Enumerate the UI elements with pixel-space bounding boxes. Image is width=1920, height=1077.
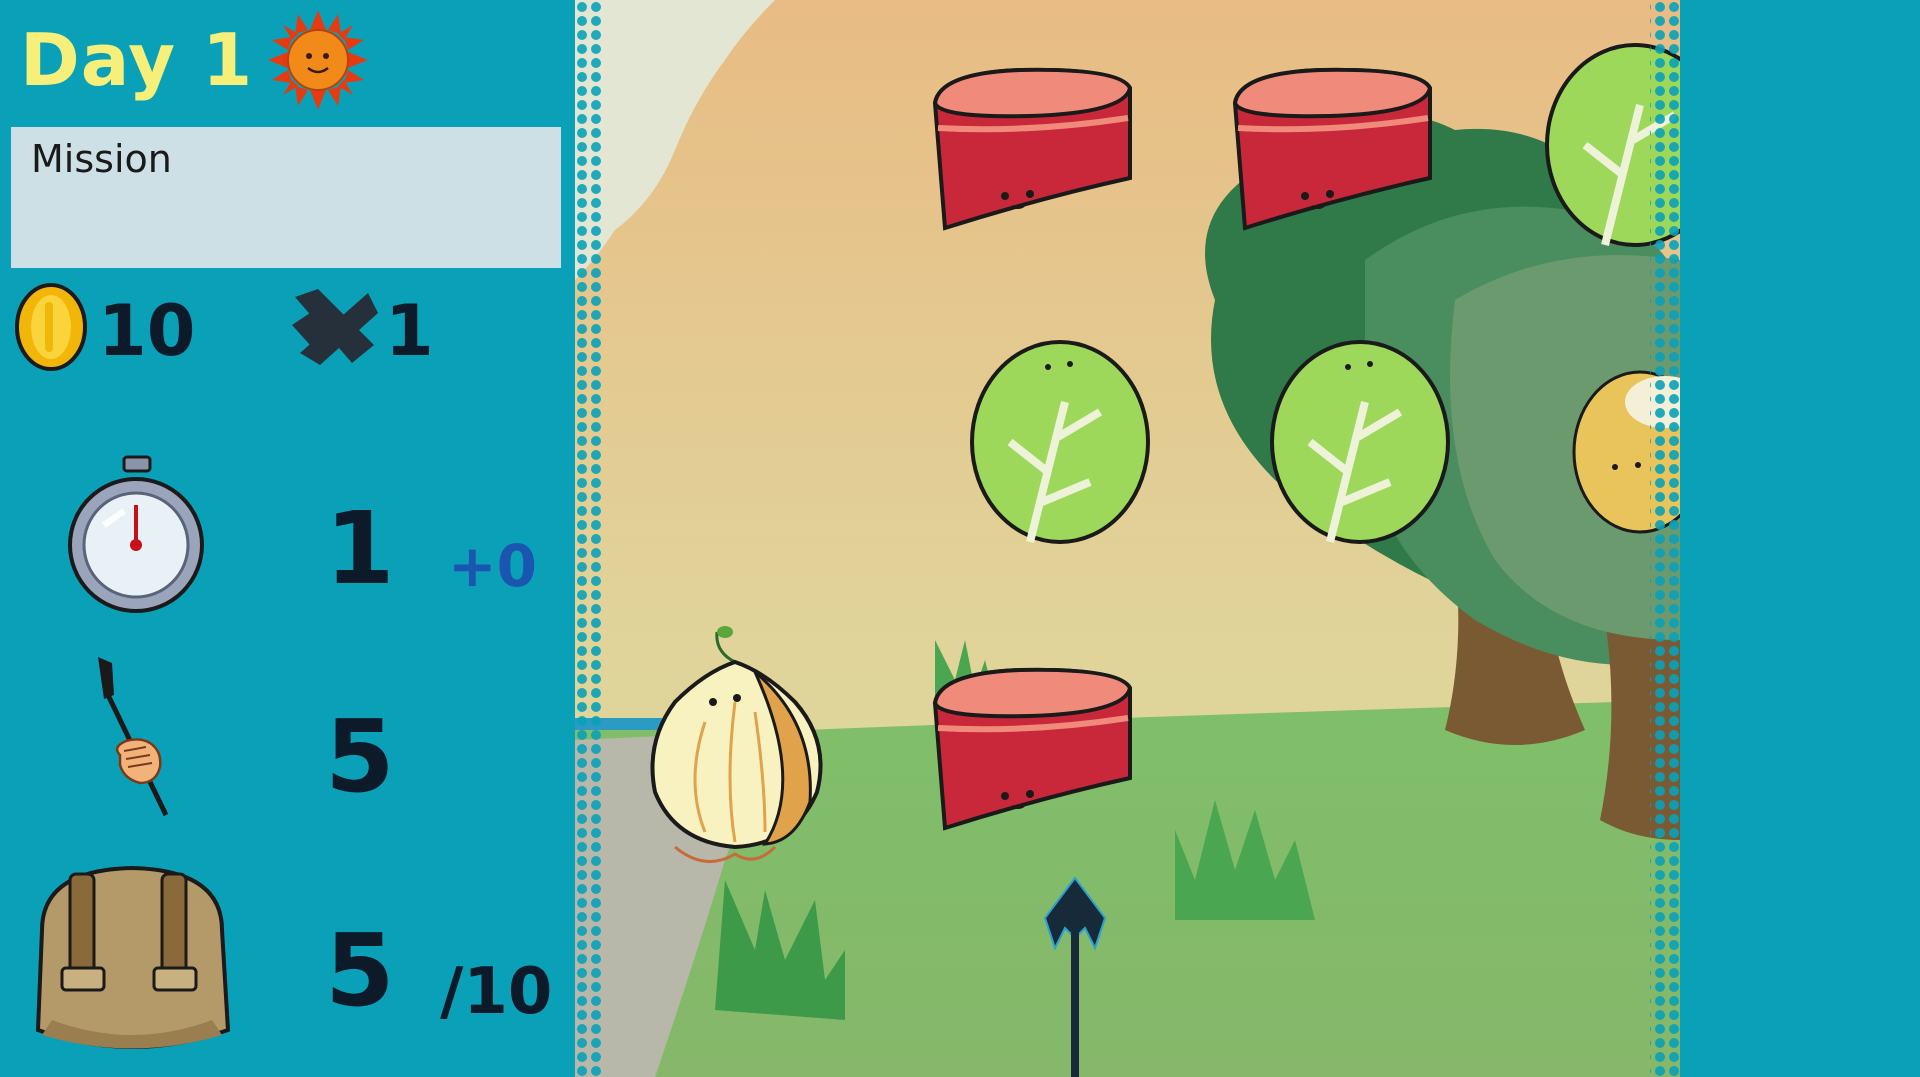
grass-tuft — [1175, 800, 1315, 920]
timer-value: 1 — [325, 490, 395, 607]
day-label: Day 1 — [20, 18, 254, 102]
stopwatch-icon — [68, 455, 204, 613]
meat-target[interactable] — [932, 67, 1133, 231]
hand-spear-icon — [98, 657, 169, 817]
scene-canvas — [575, 0, 1680, 1077]
right-margin-panel — [1680, 0, 1920, 1077]
halftone-left — [575, 0, 605, 1077]
timer-bonus: +0 — [448, 532, 537, 600]
halftone-right — [1650, 0, 1680, 1077]
meat-target[interactable] — [1232, 67, 1433, 231]
game-scene[interactable] — [575, 0, 1680, 1077]
onion-player[interactable] — [650, 626, 823, 864]
spear-count: 1 — [385, 290, 434, 372]
coin-icon — [15, 283, 87, 371]
spear-bundle-icon — [292, 289, 378, 365]
backpack-icon — [35, 865, 231, 1049]
bag-capacity: /10 — [440, 955, 553, 1029]
lettuce-target[interactable] — [1270, 340, 1450, 544]
coin-count: 10 — [98, 290, 196, 372]
meat-target[interactable] — [932, 667, 1133, 831]
spear-weapon[interactable] — [1043, 876, 1107, 1077]
sun-icon — [268, 10, 368, 110]
cloud — [575, 0, 775, 280]
bag-count: 5 — [325, 912, 395, 1029]
hud-sidebar: Day 1 Mission 10 — [0, 0, 575, 1077]
mission-label: Mission — [31, 137, 172, 181]
mission-panel: Mission — [11, 127, 561, 268]
grass-tuft — [715, 880, 845, 1020]
throw-power-value: 5 — [325, 698, 395, 815]
lettuce-target[interactable] — [970, 340, 1150, 544]
